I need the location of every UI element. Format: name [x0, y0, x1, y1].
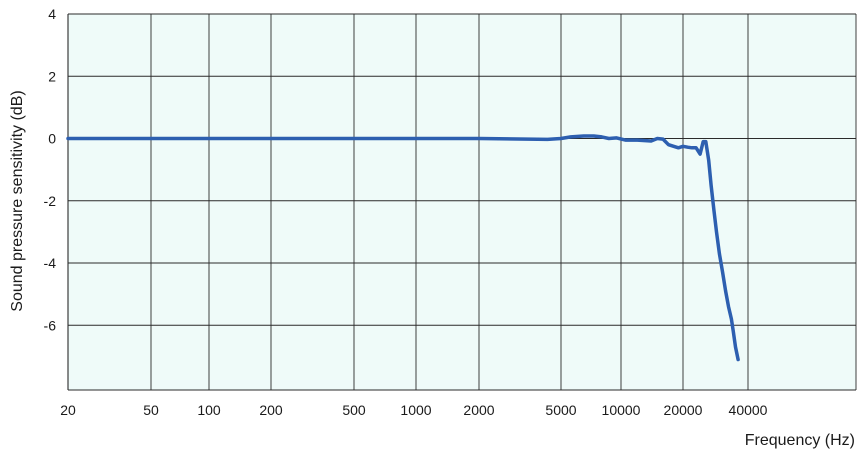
grid-lines: [67, 13, 857, 391]
x-tick-label: 5000: [545, 402, 576, 418]
y-axis-label: Sound pressure sensitivity (dB): [9, 90, 26, 311]
x-tick-label: 2000: [463, 402, 494, 418]
x-tick-label: 50: [143, 402, 159, 418]
y-tick-label: -6: [44, 317, 57, 333]
x-tick-label: 10000: [602, 402, 641, 418]
x-tick-label: 1000: [400, 402, 431, 418]
x-tick-label: 20: [60, 402, 76, 418]
y-tick-label: 2: [48, 68, 56, 84]
x-tick-label: 200: [259, 402, 283, 418]
response-curve: [66, 134, 740, 362]
x-tick-label: 100: [197, 402, 221, 418]
x-tick-label: 40000: [729, 402, 768, 418]
x-tick-labels: 20 50 100 200 500 1000 2000 5000 10000 20000 40000: [60, 402, 767, 418]
x-tick-label: 20000: [664, 402, 703, 418]
y-tick-label: 0: [48, 131, 56, 147]
y-tick-labels: 4 2 0 -2 -4 -6: [44, 6, 57, 333]
y-tick-label: -2: [44, 193, 57, 209]
y-tick-label: 4: [48, 6, 56, 22]
x-tick-label: 500: [342, 402, 366, 418]
x-axis-label: Frequency (Hz): [745, 432, 855, 449]
plot-area: [68, 14, 856, 390]
series-layer: [66, 134, 740, 362]
y-tick-label: -4: [44, 255, 57, 271]
